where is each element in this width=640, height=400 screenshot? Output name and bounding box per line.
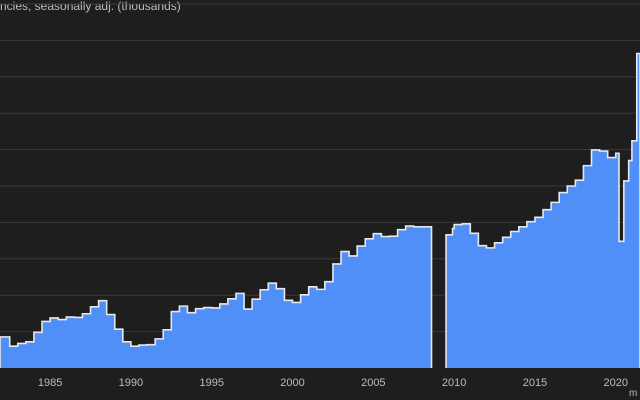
x-tick-label: 2020 bbox=[604, 377, 628, 389]
area-outline-segment bbox=[0, 225, 433, 369]
x-tick-label: 2000 bbox=[280, 377, 304, 389]
axis-unit-label: m bbox=[629, 388, 638, 399]
x-tick-label: 1990 bbox=[119, 377, 143, 389]
x-tick-label: 1995 bbox=[199, 377, 223, 389]
x-tick-label: 1985 bbox=[38, 377, 62, 389]
area-fill-segment bbox=[0, 226, 432, 368]
x-tick-label: 2015 bbox=[523, 377, 547, 389]
x-tick-label: 2005 bbox=[361, 377, 385, 389]
x-axis-ticks: 1985 1990 1995 2000 2005 2010 2015 2020 bbox=[38, 377, 628, 389]
data-area bbox=[0, 52, 640, 369]
area-outline-segment bbox=[445, 52, 640, 369]
x-tick-label: 2010 bbox=[442, 377, 466, 389]
chart-title: ncies, seasonally adj. (thousands) bbox=[0, 0, 181, 13]
